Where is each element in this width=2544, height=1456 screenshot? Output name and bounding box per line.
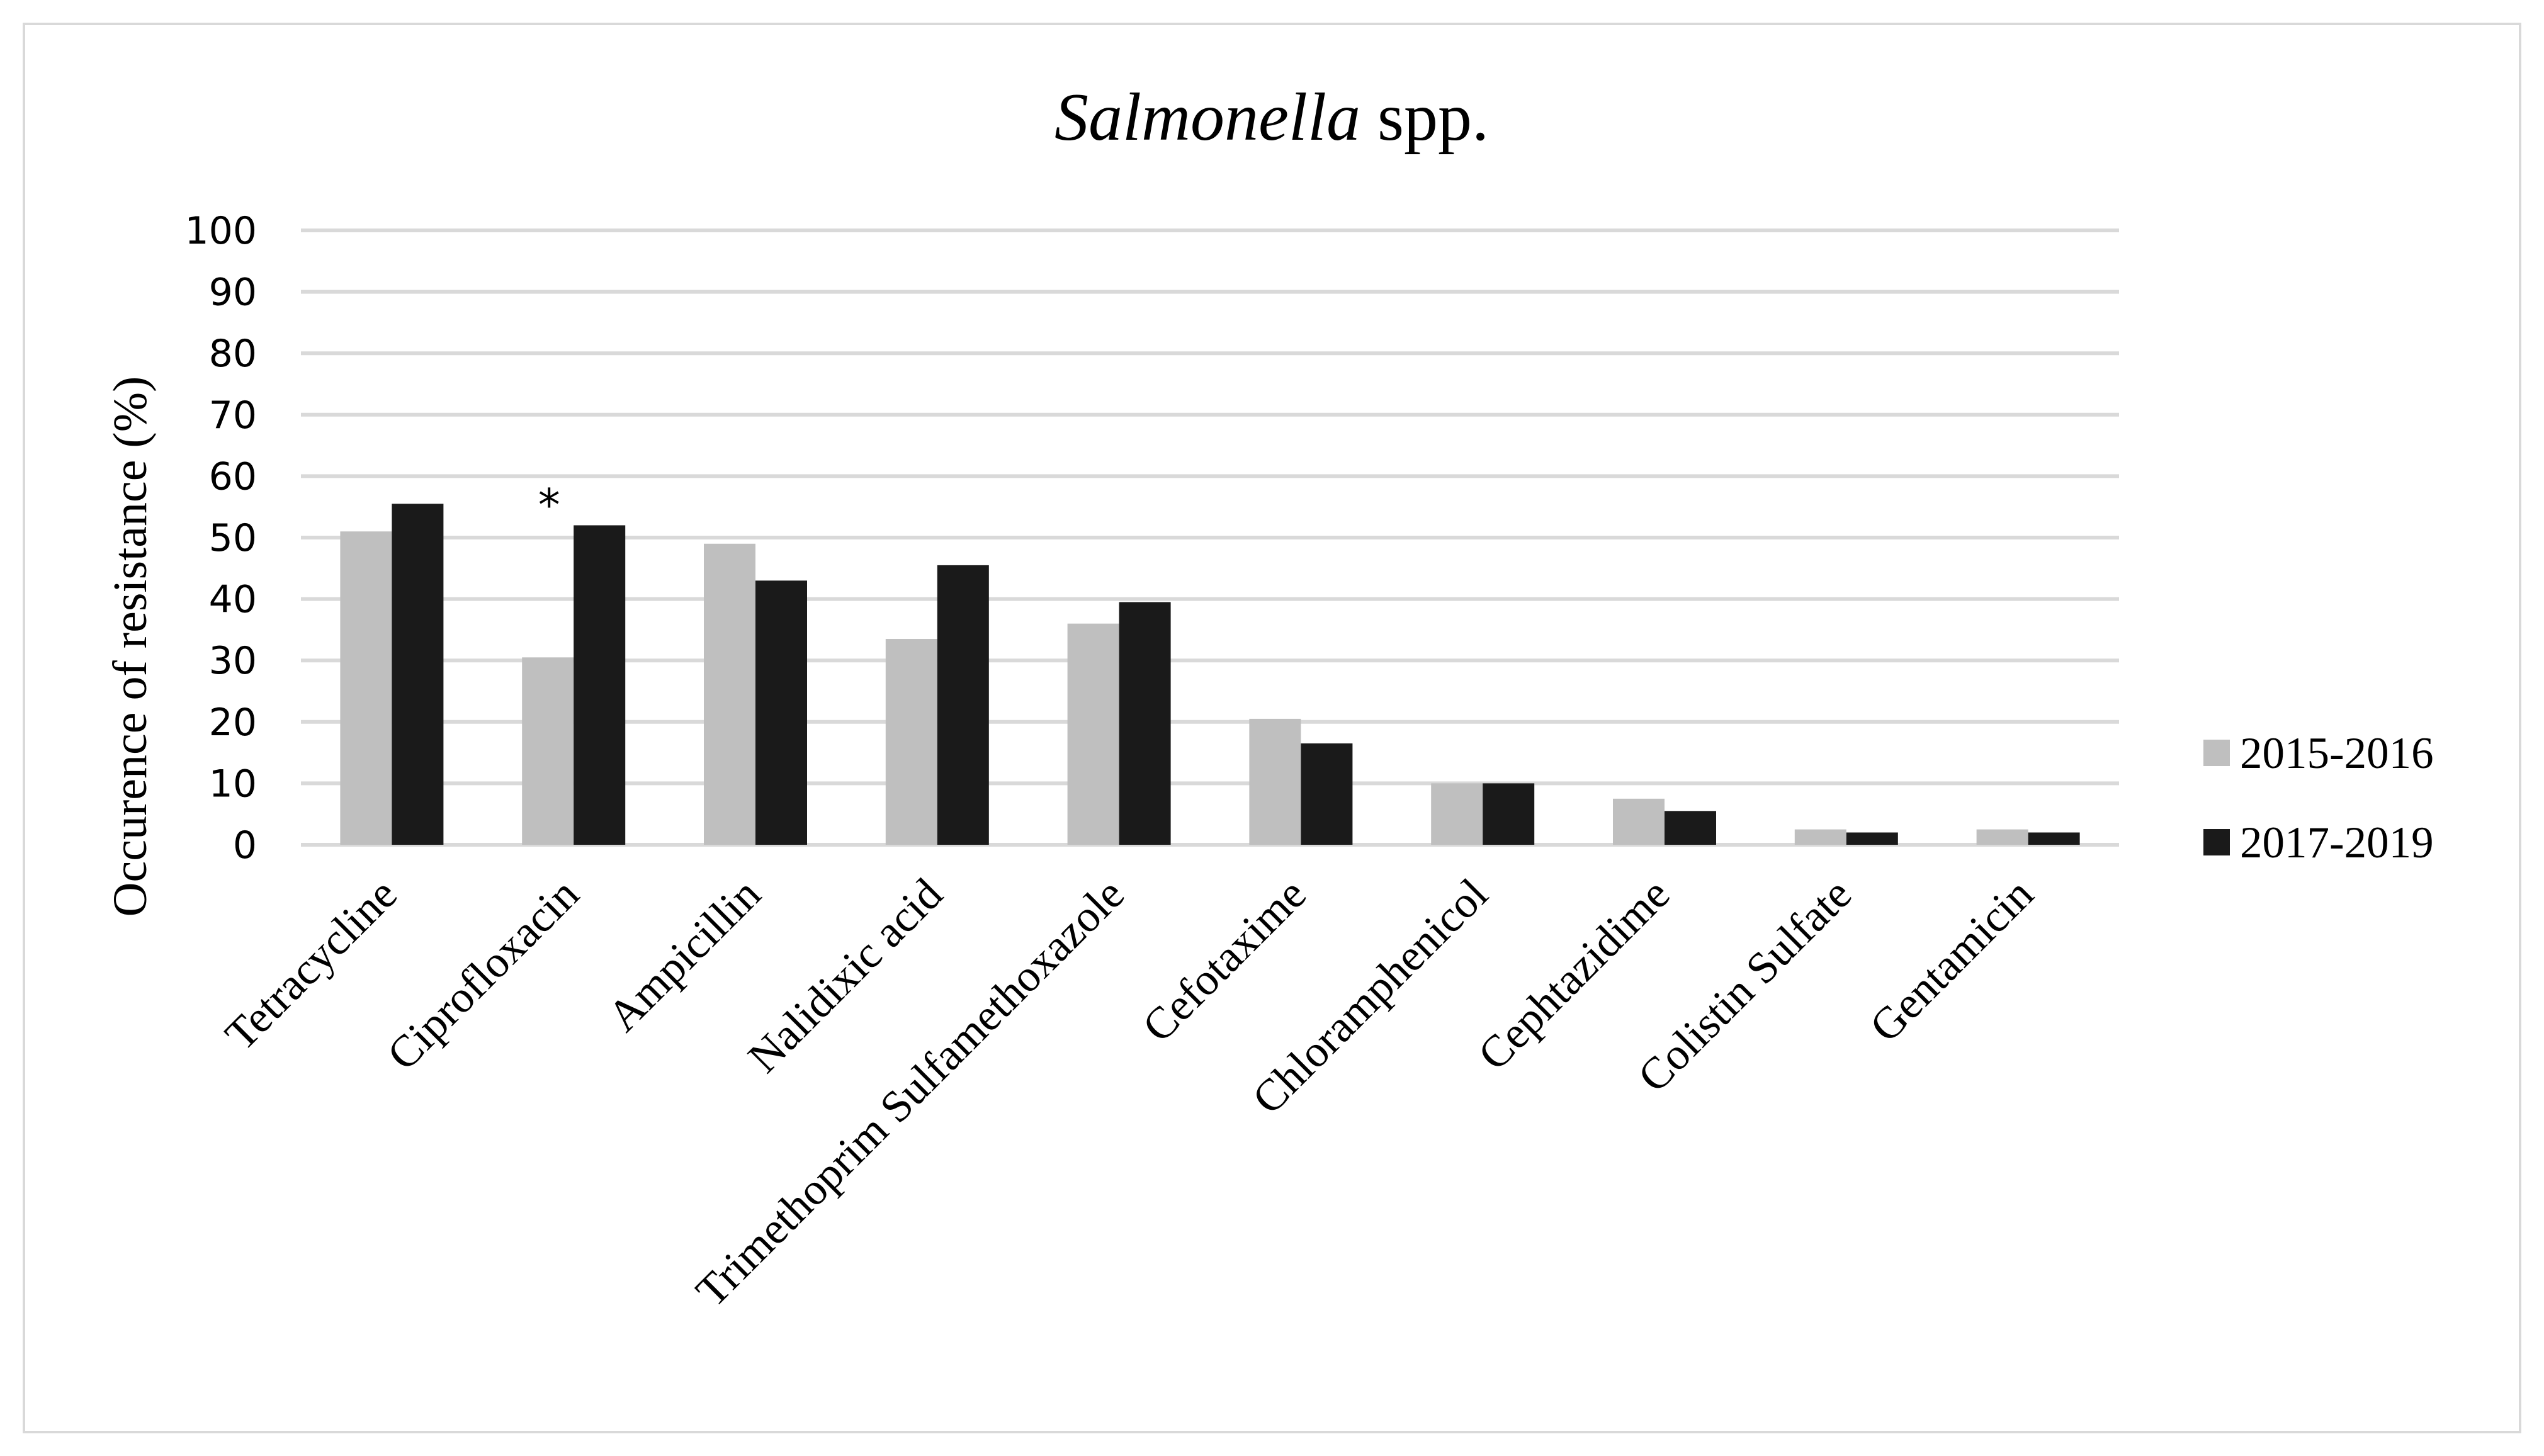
bar-ampicillin-2015-2016 bbox=[704, 543, 755, 845]
bar-ciprofloxacin-2017-2019 bbox=[574, 525, 626, 845]
bar-tetracycline-2015-2016 bbox=[340, 531, 392, 845]
x-tick-label-ciprofloxacin: Ciprofloxacin bbox=[378, 869, 589, 1080]
y-tick-label-70: 70 bbox=[209, 393, 257, 437]
y-tick-label-90: 90 bbox=[209, 271, 257, 315]
legend-label-2015-2016: 2015-2016 bbox=[2240, 729, 2434, 778]
bar-tetracycline-2017-2019 bbox=[392, 504, 444, 845]
bar-colistin-sulfate-2015-2016 bbox=[1794, 829, 1846, 845]
y-tick-label-50: 50 bbox=[209, 516, 257, 560]
bar-trimethoprim-sulfamethoxazole-2015-2016 bbox=[1067, 623, 1119, 845]
y-tick-label-100: 100 bbox=[184, 209, 257, 253]
legend: 2015-2016 2017-2019 bbox=[2203, 729, 2434, 867]
bar-cephtazidime-2015-2016 bbox=[1613, 798, 1665, 845]
x-tick-label-gentamicin: Gentamicin bbox=[1861, 869, 2043, 1051]
legend-label-2017-2019: 2017-2019 bbox=[2240, 818, 2434, 867]
significance-marker: * bbox=[538, 479, 560, 531]
bar-chloramphenicol-2015-2016 bbox=[1431, 783, 1483, 845]
y-tick-label-30: 30 bbox=[209, 639, 257, 683]
bar-cephtazidime-2017-2019 bbox=[1665, 811, 1716, 845]
chart-title-italic: Salmonella bbox=[1054, 80, 1360, 155]
x-tick-label-ampicillin: Ampicillin bbox=[599, 869, 771, 1041]
y-tick-label-0: 0 bbox=[233, 823, 257, 867]
y-tick-label-20: 20 bbox=[209, 701, 257, 745]
bar-ciprofloxacin-2015-2016 bbox=[522, 657, 574, 845]
x-tick-label-cefotaxime: Cefotaxime bbox=[1133, 869, 1315, 1051]
y-tick-label-80: 80 bbox=[209, 332, 257, 376]
y-tick-label-40: 40 bbox=[209, 578, 257, 622]
bar-ampicillin-2017-2019 bbox=[755, 580, 807, 845]
legend-swatch-2017-2019 bbox=[2203, 829, 2230, 855]
x-tick-label-tetracycline: Tetracycline bbox=[216, 869, 407, 1060]
y-tick-labels: 0 10 20 30 40 50 60 70 80 90 100 bbox=[184, 209, 257, 867]
bars bbox=[340, 504, 2080, 845]
y-axis-label: Occurence of resistance (%) bbox=[104, 376, 157, 917]
bar-gentamicin-2017-2019 bbox=[2028, 832, 2080, 845]
annotations: * bbox=[538, 479, 560, 531]
y-tick-label-10: 10 bbox=[209, 762, 257, 806]
legend-swatch-2015-2016 bbox=[2203, 740, 2230, 766]
bar-colistin-sulfate-2017-2019 bbox=[1846, 832, 1898, 845]
bar-gentamicin-2015-2016 bbox=[1976, 829, 2028, 845]
bar-chloramphenicol-2017-2019 bbox=[1483, 783, 1535, 845]
bar-nalidixic-acid-2017-2019 bbox=[937, 565, 989, 845]
chart-title: Salmonella spp. bbox=[1054, 80, 1489, 155]
bar-nalidixic-acid-2015-2016 bbox=[885, 639, 937, 845]
y-tick-label-60: 60 bbox=[209, 454, 257, 499]
chart-title-rest: spp. bbox=[1360, 80, 1489, 155]
bar-cefotaxime-2015-2016 bbox=[1249, 718, 1301, 845]
bar-trimethoprim-sulfamethoxazole-2017-2019 bbox=[1119, 602, 1171, 845]
bar-cefotaxime-2017-2019 bbox=[1301, 743, 1353, 845]
